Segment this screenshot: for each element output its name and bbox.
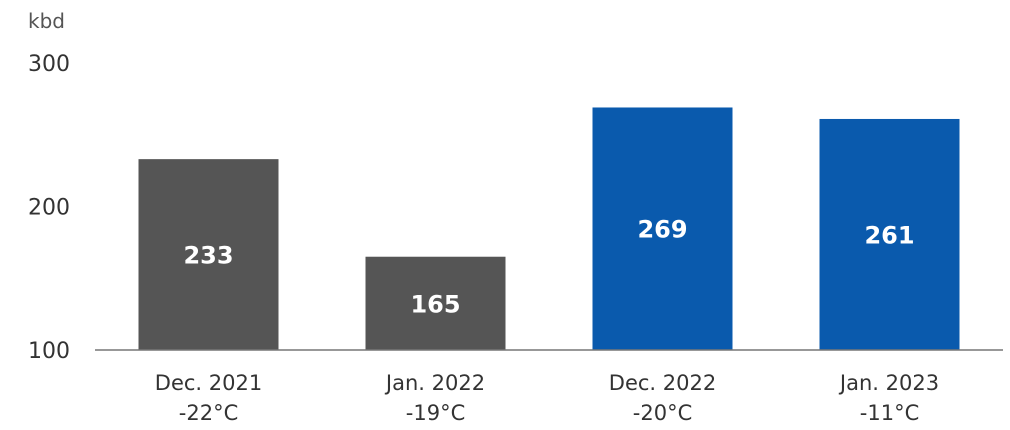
x-tick-label: Dec. 2021 [155,371,262,395]
x-axis-ticks: Dec. 2021 -22°C Jan. 2022 -19°C Dec. 2022 -20… [155,371,939,425]
data-label: 233 [183,242,233,270]
y-tick-label: 300 [28,52,70,77]
data-label: 269 [637,216,687,244]
x-tick-label: -20°C [633,401,692,425]
x-tick-label: -11°C [860,401,919,425]
y-axis-unit-label: kbd [28,9,65,33]
x-tick-label: Dec. 2022 [609,371,716,395]
bars [138,107,960,350]
y-tick-label: 100 [28,339,70,364]
bar [138,159,279,350]
y-axis-ticks: 100 200 300 [28,52,70,364]
data-label: 261 [864,221,914,249]
bar [365,256,506,350]
x-tick-label: -19°C [406,401,465,425]
data-label: 165 [410,290,460,318]
bar [592,107,733,350]
x-tick-label: Jan. 2022 [384,371,485,395]
y-tick-label: 200 [28,196,70,221]
bar [819,118,960,350]
x-tick-label: -22°C [179,401,238,425]
x-tick-label: Jan. 2023 [838,371,939,395]
data-labels: 233 165 269 261 [183,216,914,319]
